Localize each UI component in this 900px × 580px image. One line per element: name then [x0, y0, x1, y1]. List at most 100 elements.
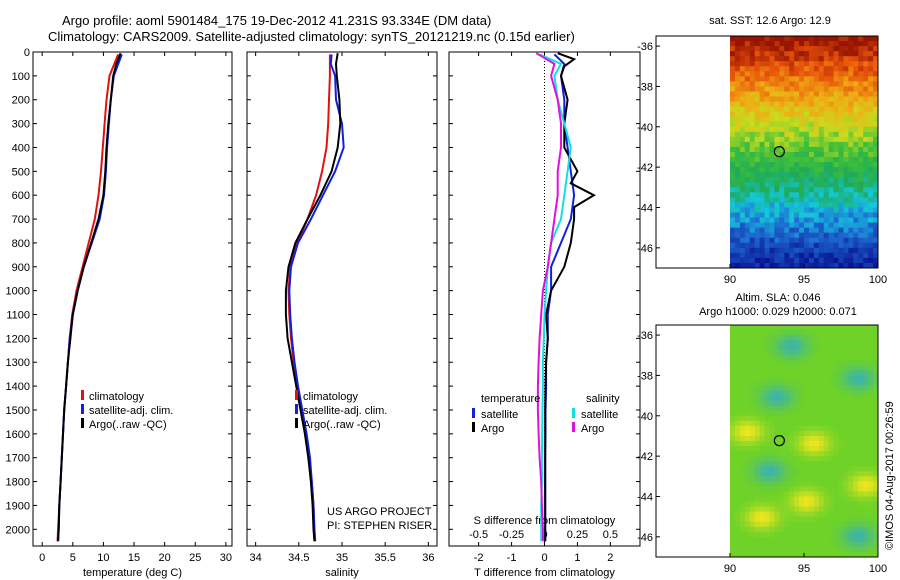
map-cell	[804, 146, 810, 153]
map-cell	[833, 420, 840, 427]
map-cell	[754, 242, 761, 249]
map-cell	[833, 486, 840, 493]
map-cell	[789, 227, 795, 234]
map-cell	[853, 126, 859, 133]
map-cell	[799, 237, 805, 244]
depth-tick-label: 400	[12, 142, 30, 154]
map-cell	[764, 345, 771, 351]
map-cell	[858, 335, 864, 341]
map-cell	[838, 46, 845, 52]
map-cell	[868, 36, 874, 42]
map-cell	[789, 167, 795, 173]
map-cell	[779, 71, 785, 77]
map-cell	[739, 177, 746, 183]
map-cell	[730, 187, 736, 193]
map-cell	[779, 486, 785, 493]
map-cell	[858, 101, 864, 108]
map-cell	[759, 167, 766, 173]
map-cell	[779, 546, 785, 553]
map-cell	[764, 41, 771, 47]
map-cell	[759, 157, 766, 163]
map-cell	[873, 466, 878, 472]
map-cell	[813, 56, 820, 62]
map-cell	[769, 152, 775, 158]
map-cell	[744, 96, 751, 103]
map-cell	[818, 531, 825, 538]
map-cell	[799, 46, 805, 52]
map-cell	[813, 162, 820, 168]
map-cell	[730, 262, 736, 268]
map-cell	[858, 262, 864, 268]
map-cell	[730, 212, 736, 219]
map-cell	[804, 420, 810, 427]
map-cell	[804, 46, 810, 52]
map-cell	[863, 247, 869, 254]
map-cell	[848, 157, 854, 163]
map-cell	[754, 51, 761, 57]
map-cell	[769, 66, 775, 72]
map-cell	[744, 177, 751, 183]
map-cell	[858, 51, 864, 57]
map-cell	[828, 350, 835, 356]
map-cell	[759, 111, 766, 118]
map-cell	[853, 227, 859, 234]
map-cell	[818, 435, 825, 442]
map-cell	[818, 141, 825, 148]
map-cell	[799, 370, 805, 377]
map-cell	[828, 471, 835, 477]
map-cell	[873, 101, 878, 108]
map-cell	[823, 476, 830, 482]
map-cell	[744, 71, 751, 77]
map-cell	[818, 365, 825, 371]
map-cell	[754, 420, 761, 427]
map-cell	[759, 385, 766, 392]
map-cell	[769, 360, 775, 366]
map-cell	[789, 66, 795, 72]
map-cell	[734, 207, 741, 214]
map-cell	[828, 131, 835, 138]
map-cell	[833, 415, 840, 422]
map-cell	[784, 511, 790, 518]
map-cell	[779, 252, 785, 259]
map-cell	[828, 430, 835, 437]
map-cell	[739, 350, 746, 356]
map-cell	[868, 96, 874, 103]
map-cell	[779, 106, 785, 113]
map-cell	[769, 177, 775, 183]
map-cell	[769, 252, 775, 259]
legend-swatch	[295, 418, 298, 428]
map-cell	[808, 51, 815, 57]
map-cell	[853, 400, 859, 407]
map-cell	[754, 526, 761, 533]
map-cell	[754, 152, 761, 158]
map-cell	[734, 451, 741, 457]
map-cell	[749, 121, 756, 128]
map-cell	[794, 385, 800, 392]
map-cell	[863, 410, 869, 417]
map-cell	[823, 466, 830, 472]
map-cell	[764, 237, 771, 244]
map-cell	[764, 516, 771, 523]
map-cell	[784, 451, 790, 457]
map-cell	[843, 167, 849, 173]
map-cell	[739, 360, 746, 366]
map-cell	[853, 410, 859, 417]
map-cell	[769, 121, 775, 128]
map-cell	[823, 172, 830, 178]
map-cell	[784, 207, 790, 214]
map-cell	[838, 476, 845, 482]
map-cell	[779, 350, 785, 356]
map-cell	[774, 71, 780, 77]
map-cell	[813, 167, 820, 173]
map-y-tick-label: -42	[637, 451, 653, 463]
map-cell	[853, 222, 859, 229]
map-cell	[833, 237, 840, 244]
map-cell	[843, 541, 849, 548]
map-cell	[744, 116, 751, 123]
map-cell	[823, 491, 830, 498]
map-cell	[848, 375, 854, 382]
map-cell	[749, 91, 756, 98]
map-cell	[853, 242, 859, 249]
map-cell	[858, 511, 864, 518]
map-cell	[828, 435, 835, 442]
